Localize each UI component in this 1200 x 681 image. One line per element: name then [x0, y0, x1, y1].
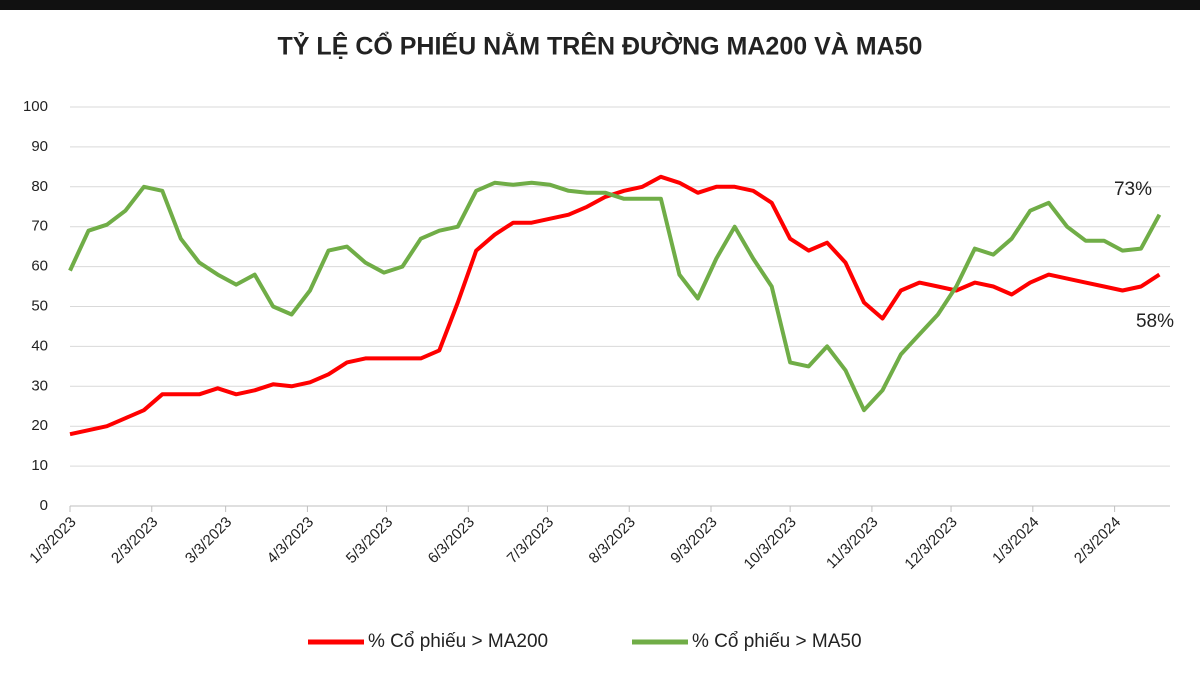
y-tick-label: 70	[31, 218, 48, 235]
x-tick-label: 6/3/2023	[425, 514, 478, 567]
x-tick-label: 11/3/2023	[823, 514, 881, 572]
x-tick-label: 10/3/2023	[741, 514, 800, 573]
y-tick-label: 10	[31, 457, 48, 474]
series-line	[68, 180, 1162, 413]
y-tick-label: 100	[23, 98, 48, 115]
y-tick-label: 80	[31, 178, 48, 195]
y-tick-label: 60	[31, 258, 48, 275]
legend-label: % Cổ phiếu > MA200	[368, 631, 548, 652]
y-tick-label: 90	[31, 138, 48, 155]
x-tick-label: 12/3/2023	[901, 514, 960, 573]
y-tick-label: 30	[31, 377, 48, 394]
x-tick-label: 9/3/2023	[667, 514, 720, 567]
x-tick-label: 2/3/2023	[108, 514, 161, 567]
top-bar	[0, 0, 1200, 10]
x-tick-label: 3/3/2023	[182, 514, 235, 567]
annotation: 58%	[1136, 311, 1174, 332]
x-tick-label: 8/3/2023	[586, 514, 639, 567]
legend-label: % Cổ phiếu > MA50	[692, 631, 862, 652]
x-tick-label: 5/3/2023	[343, 514, 396, 567]
x-tick-label: 2/3/2024	[1071, 514, 1124, 567]
series-line	[69, 174, 1161, 437]
x-tick-label: 7/3/2023	[504, 514, 557, 567]
annotation: 73%	[1114, 179, 1152, 200]
y-tick-label: 50	[31, 297, 48, 314]
x-tick-label: 1/3/2023	[26, 514, 79, 567]
chart-title: TỶ LỆ CỔ PHIẾU NẰM TRÊN ĐƯỜNG MA200 VÀ M…	[278, 31, 923, 61]
x-tick-label: 4/3/2023	[264, 514, 317, 567]
y-tick-label: 20	[31, 417, 48, 434]
y-tick-label: 40	[31, 337, 48, 354]
x-tick-label: 1/3/2024	[989, 514, 1042, 567]
y-tick-label: 0	[40, 497, 48, 514]
